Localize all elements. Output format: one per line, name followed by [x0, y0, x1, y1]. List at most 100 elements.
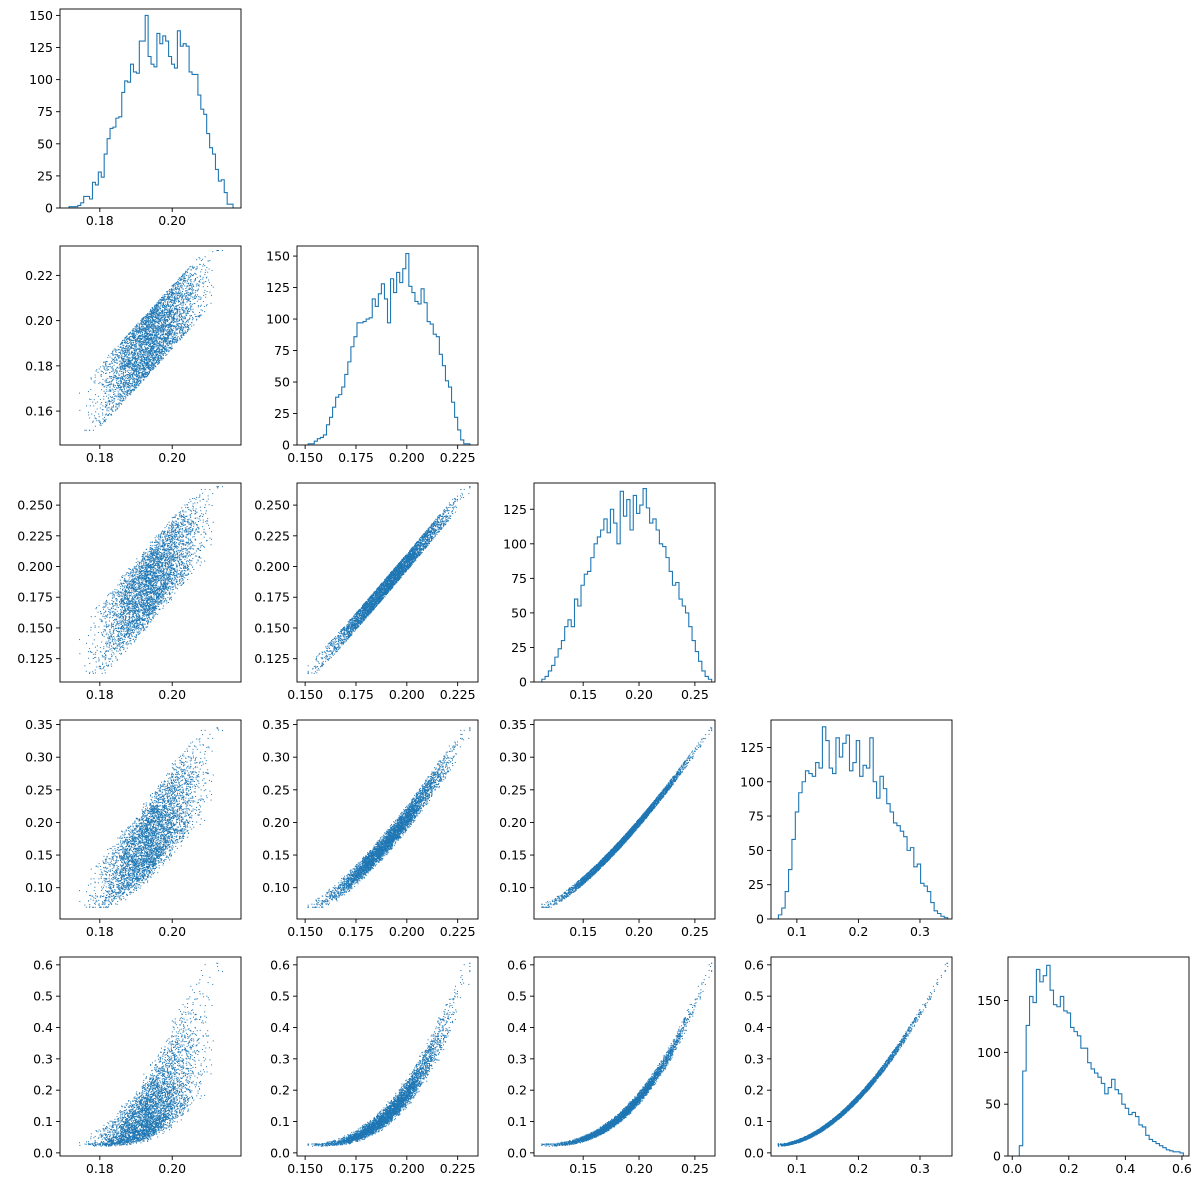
scatter-point	[180, 315, 182, 317]
scatter-point	[155, 571, 157, 573]
scatter-point	[181, 337, 183, 339]
scatter-point	[126, 393, 128, 395]
scatter-point	[143, 317, 145, 319]
scatter-point	[171, 336, 173, 338]
scatter-point	[131, 373, 133, 375]
scatter-point	[167, 302, 169, 304]
scatter-point	[147, 318, 149, 320]
scatter-point	[160, 317, 162, 319]
scatter-point	[103, 385, 105, 387]
scatter-point	[119, 364, 121, 366]
scatter-point	[128, 345, 130, 347]
scatter-point	[123, 368, 125, 370]
scatter-point	[182, 302, 184, 304]
scatter-point	[141, 354, 143, 356]
scatter-point	[111, 409, 113, 411]
scatter-point	[183, 273, 185, 275]
scatter-point	[153, 322, 155, 324]
scatter-point	[140, 380, 142, 382]
scatter-point	[121, 390, 122, 392]
scatter-point	[180, 282, 182, 284]
scatter-point	[125, 337, 127, 339]
scatter-point	[112, 391, 114, 393]
scatter-point	[159, 352, 161, 354]
scatter-point	[185, 290, 187, 292]
scatter-point	[183, 302, 185, 304]
scatter-point	[194, 279, 196, 281]
scatter-point	[127, 349, 129, 351]
scatter-point	[172, 564, 174, 566]
scatter-point	[179, 295, 181, 297]
scatter-point	[148, 351, 150, 353]
scatter-point	[129, 372, 131, 374]
scatter-point	[118, 370, 120, 372]
scatter-point	[111, 370, 113, 372]
scatter-point	[104, 380, 106, 382]
scatter-point	[164, 306, 166, 308]
scatter-point	[128, 385, 130, 387]
scatter-point	[151, 307, 153, 309]
scatter-point	[131, 367, 133, 369]
scatter-point	[147, 338, 149, 340]
scatter-point	[168, 344, 170, 346]
scatter-point	[165, 350, 167, 352]
scatter-point	[167, 316, 169, 318]
scatter-point	[157, 336, 159, 338]
scatter-point	[164, 346, 166, 348]
scatter-point	[122, 390, 124, 392]
scatter-point	[190, 293, 192, 295]
scatter-point	[143, 322, 145, 324]
scatter-point	[192, 275, 194, 277]
scatter-point	[176, 308, 178, 310]
scatter-point	[186, 298, 188, 300]
scatter-point	[176, 324, 178, 326]
scatter-point	[163, 329, 165, 331]
scatter-point	[180, 291, 182, 293]
scatter-point	[154, 356, 156, 358]
scatter-point	[133, 357, 135, 359]
scatter-point	[106, 361, 108, 363]
scatter-point	[172, 330, 174, 332]
scatter-point	[183, 279, 185, 281]
scatter-point	[115, 375, 117, 377]
scatter-point	[176, 329, 178, 331]
scatter-point	[143, 335, 145, 337]
scatter-point	[186, 529, 188, 531]
scatter-point	[182, 327, 184, 329]
scatter-point	[154, 310, 156, 312]
scatter-point	[121, 357, 123, 359]
scatter-point	[163, 347, 165, 349]
scatter-point	[136, 378, 138, 380]
scatter-point	[162, 561, 164, 563]
scatter-point	[144, 327, 146, 329]
scatter-point	[143, 317, 145, 318]
scatter-point	[133, 331, 135, 333]
scatter-point	[136, 590, 138, 592]
scatter-point	[197, 305, 199, 307]
scatter-point	[168, 305, 170, 307]
scatter-point	[148, 334, 150, 336]
scatter-point	[172, 319, 174, 321]
scatter-point	[195, 296, 197, 298]
scatter-point	[159, 313, 161, 315]
scatter-point	[106, 414, 108, 416]
scatter-point	[102, 383, 104, 385]
scatter-point	[133, 580, 135, 582]
scatter-point	[187, 323, 189, 325]
scatter-point	[108, 399, 110, 401]
scatter-point	[119, 392, 121, 394]
scatter-point	[103, 386, 105, 388]
scatter-point	[165, 308, 167, 310]
scatter-point	[177, 304, 179, 306]
scatter-point	[162, 302, 164, 304]
scatter-point	[121, 368, 123, 370]
scatter-point	[108, 401, 110, 403]
scatter-point	[182, 518, 184, 520]
scatter-point	[161, 310, 163, 312]
scatter-point	[120, 351, 122, 353]
scatter-point	[109, 402, 111, 404]
scatter-point	[94, 376, 96, 378]
scatter-point	[146, 375, 148, 377]
scatter-point	[92, 420, 94, 422]
scatter-point	[156, 334, 158, 336]
